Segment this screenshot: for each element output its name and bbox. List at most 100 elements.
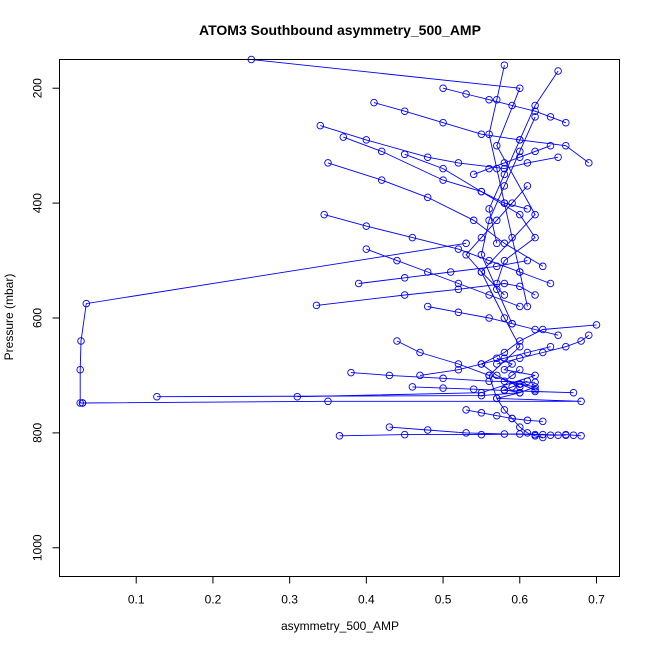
data-point — [508, 371, 516, 380]
profile-series — [408, 383, 578, 397]
data-point — [377, 147, 386, 156]
data-point — [423, 193, 432, 202]
data-point — [439, 118, 447, 127]
data-point — [546, 141, 555, 150]
data-point — [539, 262, 547, 271]
chart-title: ATOM3 Southbound asymmetry_500_AMP — [199, 22, 481, 38]
profile-series — [370, 98, 593, 167]
data-point — [516, 268, 524, 276]
data-point — [324, 397, 332, 406]
data-point — [493, 371, 501, 380]
data-point — [523, 429, 532, 437]
data-point — [408, 383, 417, 391]
data-point — [462, 406, 470, 414]
data-point — [320, 210, 328, 219]
data-point — [439, 374, 447, 383]
data-point — [408, 233, 417, 242]
data-point — [477, 268, 486, 276]
data-point — [531, 113, 539, 121]
data-point — [324, 159, 332, 167]
data-point — [493, 411, 501, 420]
data-point — [523, 416, 532, 425]
data-point — [493, 239, 501, 248]
series-line — [350, 372, 536, 383]
data-point — [500, 365, 509, 374]
data-point — [508, 101, 516, 110]
x-tick-label: 0.5 — [435, 593, 452, 607]
data-point — [531, 233, 539, 242]
profile-series — [423, 302, 562, 339]
data-point — [500, 314, 509, 322]
data-point — [454, 360, 463, 368]
profile-series — [477, 113, 539, 328]
data-point — [516, 388, 524, 397]
series-line — [412, 386, 574, 394]
series-line — [442, 87, 566, 124]
data-point — [477, 187, 486, 196]
data-point — [500, 354, 509, 362]
x-tick-label: 0.7 — [588, 593, 605, 607]
series-line — [427, 306, 559, 336]
data-point — [523, 348, 532, 357]
data-point — [585, 159, 593, 167]
data-point — [546, 113, 555, 121]
data-point — [531, 210, 539, 219]
data-point — [316, 121, 325, 130]
data-point — [523, 205, 532, 213]
data-point — [347, 368, 355, 377]
data-point — [577, 432, 585, 440]
series-line — [466, 409, 543, 422]
data-point — [531, 291, 539, 299]
series-line — [473, 145, 551, 175]
series-line — [404, 153, 536, 284]
data-point — [312, 301, 321, 310]
series-layer — [76, 55, 601, 442]
series-line — [488, 70, 559, 244]
data-point — [531, 325, 539, 334]
data-point — [539, 348, 547, 357]
data-point — [400, 274, 409, 282]
data-point — [516, 380, 524, 388]
data-point — [500, 279, 509, 288]
data-point — [393, 337, 401, 345]
data-point — [400, 291, 409, 299]
data-point — [400, 430, 409, 439]
data-point — [516, 354, 524, 362]
data-point — [439, 84, 447, 92]
data-point — [546, 342, 555, 351]
data-point — [293, 392, 302, 401]
data-point — [485, 314, 493, 322]
series-line — [396, 340, 536, 391]
series-line — [480, 116, 536, 324]
data-point — [539, 325, 547, 334]
data-point — [554, 67, 562, 75]
data-point — [516, 302, 524, 311]
data-point — [516, 147, 524, 156]
profile-series — [76, 239, 470, 407]
data-point — [554, 153, 562, 161]
profile-series — [493, 331, 593, 368]
profile-series — [324, 159, 547, 271]
data-point — [577, 397, 585, 406]
series-line — [320, 125, 559, 170]
data-point — [493, 141, 501, 150]
data-point — [423, 268, 432, 276]
series-line — [373, 102, 590, 164]
data-point — [485, 377, 493, 385]
data-point — [446, 268, 455, 276]
data-point — [462, 239, 470, 248]
data-point — [423, 426, 432, 434]
data-point — [569, 431, 578, 439]
data-point — [516, 153, 524, 161]
data-point — [500, 199, 509, 207]
data-point — [485, 164, 493, 173]
data-point — [539, 430, 547, 439]
data-point — [423, 302, 432, 311]
x-axis-label: asymmetry_500_AMP — [281, 619, 399, 633]
data-point — [516, 342, 524, 351]
data-point — [577, 337, 585, 345]
data-point — [500, 170, 509, 179]
data-point — [493, 262, 501, 271]
data-point — [423, 153, 432, 161]
data-point — [592, 321, 601, 329]
